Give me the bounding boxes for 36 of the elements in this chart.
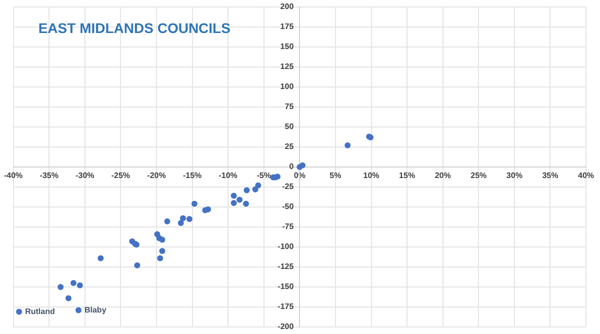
- y-tick-label: 75: [284, 102, 294, 112]
- x-tick-label: -15%: [182, 171, 202, 180]
- y-tick-label: 150: [280, 42, 294, 52]
- y-tick-label: 100: [280, 82, 294, 92]
- x-tick-label: 30%: [506, 171, 522, 180]
- y-tick-label: -175: [278, 302, 294, 312]
- x-tick-label: 40%: [578, 171, 594, 180]
- y-tick-label: -75: [282, 222, 294, 232]
- x-tick-label: -5%: [256, 171, 271, 180]
- annotation: Rutland: [25, 307, 55, 316]
- x-tick-label: -10%: [218, 171, 238, 180]
- y-tick-label: -125: [278, 262, 294, 272]
- x-tick-label: 5%: [330, 171, 342, 180]
- annotation: Blaby: [84, 305, 107, 314]
- x-tick-label: 20%: [434, 171, 451, 180]
- x-tick-label: -35%: [40, 171, 58, 180]
- y-tick-label: 125: [280, 62, 294, 72]
- y-tick-label: -100: [278, 242, 294, 252]
- x-tick-label: -40%: [4, 171, 23, 180]
- y-tick-label: 50: [284, 122, 294, 132]
- x-tick-label: -25%: [111, 171, 130, 180]
- x-tick-label: -30%: [76, 171, 94, 180]
- y-tick-label: 0: [289, 162, 294, 172]
- y-tick-label: 200: [280, 2, 294, 12]
- x-tick-label: 25%: [470, 171, 487, 180]
- y-tick-label: -200: [278, 322, 294, 332]
- y-tick-label: 25: [284, 142, 294, 152]
- y-tick-label: -50: [282, 202, 294, 212]
- x-tick-label: 35%: [542, 171, 558, 180]
- y-tick-label: 175: [280, 22, 294, 32]
- y-tick-label: -25: [282, 182, 294, 192]
- x-tick-label: 15%: [399, 171, 416, 180]
- x-tick-label: -20%: [147, 171, 166, 180]
- x-tick-label: 10%: [363, 171, 380, 180]
- text: EAST MIDLANDS COUNCILS: [38, 20, 230, 36]
- y-tick-label: -150: [278, 282, 294, 292]
